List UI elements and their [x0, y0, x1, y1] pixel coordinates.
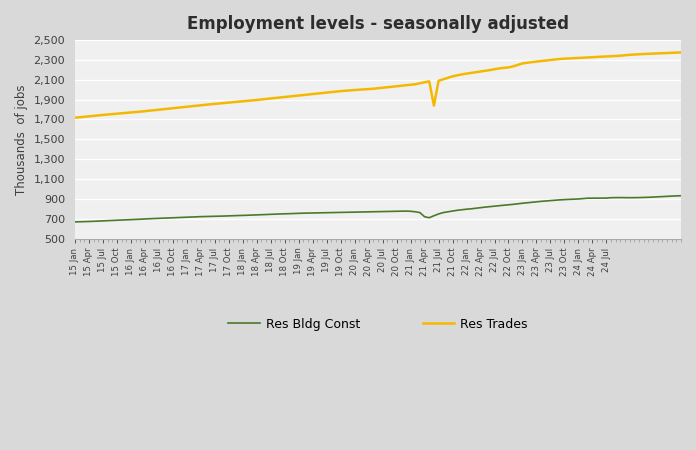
Res Trades	[677, 50, 685, 55]
Legend: Res Bldg Const, Res Trades: Res Bldg Const, Res Trades	[223, 312, 532, 336]
Res Bldg Const	[71, 219, 79, 225]
Res Trades	[416, 81, 424, 86]
Res Bldg Const	[448, 208, 457, 214]
Res Trades	[519, 61, 527, 66]
Res Bldg Const	[541, 198, 550, 204]
Line: Res Trades: Res Trades	[75, 52, 681, 118]
Res Bldg Const	[519, 201, 527, 206]
Res Trades	[448, 74, 457, 79]
Res Trades	[178, 104, 187, 110]
Res Trades	[94, 113, 102, 118]
Line: Res Bldg Const: Res Bldg Const	[75, 196, 681, 222]
Res Bldg Const	[677, 193, 685, 198]
Title: Employment levels - seasonally adjusted: Employment levels - seasonally adjusted	[187, 15, 569, 33]
Res Trades	[541, 58, 550, 63]
Res Bldg Const	[178, 215, 187, 220]
Y-axis label: Thousands  of jobs: Thousands of jobs	[15, 84, 28, 194]
Res Trades	[71, 115, 79, 121]
Res Bldg Const	[94, 218, 102, 224]
Res Bldg Const	[416, 210, 424, 215]
